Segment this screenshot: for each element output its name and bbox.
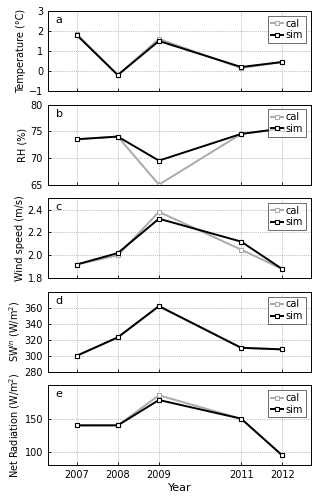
Y-axis label: SW$^{in}$ (W/m$^2$): SW$^{in}$ (W/m$^2$) bbox=[7, 301, 22, 362]
Y-axis label: Net Radiation (W/m$^2$): Net Radiation (W/m$^2$) bbox=[7, 372, 22, 478]
Y-axis label: RH (%): RH (%) bbox=[18, 128, 28, 162]
Text: c: c bbox=[56, 202, 62, 212]
Text: d: d bbox=[56, 296, 63, 306]
Legend: cal, sim: cal, sim bbox=[268, 203, 306, 230]
Legend: cal, sim: cal, sim bbox=[268, 16, 306, 43]
Text: e: e bbox=[56, 390, 63, 400]
Y-axis label: Wind speed (m/s): Wind speed (m/s) bbox=[15, 196, 25, 281]
X-axis label: Year: Year bbox=[168, 483, 191, 493]
Text: b: b bbox=[56, 108, 63, 118]
Text: a: a bbox=[56, 15, 63, 25]
Y-axis label: Temperature (°C): Temperature (°C) bbox=[16, 9, 26, 93]
Legend: cal, sim: cal, sim bbox=[268, 390, 306, 417]
Legend: cal, sim: cal, sim bbox=[268, 296, 306, 324]
Legend: cal, sim: cal, sim bbox=[268, 110, 306, 136]
